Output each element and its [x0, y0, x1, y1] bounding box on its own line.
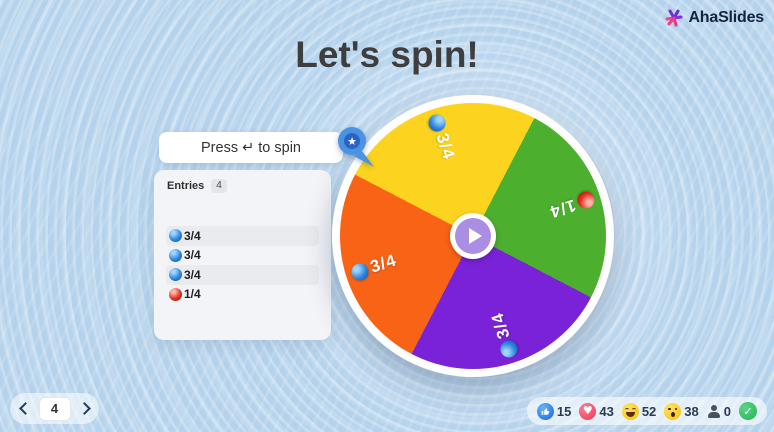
- press-to-spin-label: Press ↵ to spin: [201, 139, 301, 156]
- person-icon: [707, 404, 721, 419]
- spin-button[interactable]: [455, 218, 491, 254]
- check-icon: ✓: [739, 402, 757, 420]
- laughing-emoji-icon: [621, 402, 639, 420]
- play-icon: [468, 228, 482, 244]
- blue-ball-icon: [169, 229, 182, 243]
- thumbs-up-icon: [536, 402, 554, 420]
- entries-panel: Entries 4 3/4 3/4 3/4 1/4: [154, 170, 331, 340]
- entries-header: Entries 4: [154, 170, 331, 193]
- laugh-count: 52: [641, 403, 657, 419]
- reaction-heart[interactable]: ♥ 43: [579, 402, 614, 420]
- entry-row[interactable]: 3/4: [166, 226, 319, 246]
- reaction-wow[interactable]: 38: [664, 402, 699, 420]
- entry-label: 3/4: [184, 267, 201, 282]
- connection-status: ✓: [739, 402, 757, 420]
- brand: AhaSlides: [664, 8, 764, 28]
- surprised-emoji-icon: [664, 402, 682, 420]
- participants[interactable]: 0: [707, 404, 731, 419]
- entries-count-badge: 4: [211, 179, 227, 193]
- entry-label: 3/4: [184, 228, 201, 243]
- ahaslides-logo-icon: [665, 9, 683, 27]
- prev-slide-icon[interactable]: [18, 402, 32, 415]
- like-count: 15: [556, 403, 572, 419]
- participants-count: 0: [723, 403, 731, 419]
- blue-ball-icon: [169, 268, 182, 282]
- slide-pager: 4: [10, 393, 99, 424]
- wow-count: 38: [684, 403, 699, 419]
- entry-row[interactable]: 1/4: [166, 285, 319, 305]
- slide-title: Let's spin!: [295, 34, 479, 75]
- blue-ball-icon: [426, 112, 448, 134]
- entry-row[interactable]: 3/4: [166, 265, 319, 285]
- blue-ball-icon: [169, 248, 182, 262]
- entries-title: Entries: [167, 180, 205, 192]
- svg-text:★: ★: [347, 135, 357, 148]
- entry-row[interactable]: 3/4: [166, 246, 319, 266]
- red-ball-icon: [169, 287, 182, 301]
- entries-list: 3/4 3/4 3/4 1/4: [166, 226, 319, 304]
- heart-icon: ♥: [579, 402, 597, 420]
- brand-name: AhaSlides: [688, 9, 764, 26]
- press-to-spin-box[interactable]: Press ↵ to spin: [159, 132, 343, 163]
- entry-label: 1/4: [184, 287, 201, 302]
- current-slide-number[interactable]: 4: [38, 396, 71, 421]
- spinner-wheel[interactable]: 3/4 1/4 3/4 3/4: [332, 95, 614, 377]
- reactions-bar: 15 ♥ 43 52 38 0 ✓: [526, 397, 767, 425]
- heart-count: 43: [599, 403, 614, 419]
- entry-label: 3/4: [184, 248, 201, 263]
- wheel-pointer-icon: ★: [338, 127, 374, 167]
- reaction-like[interactable]: 15: [536, 402, 572, 420]
- reaction-laugh[interactable]: 52: [621, 402, 657, 420]
- next-slide-icon[interactable]: [77, 402, 91, 415]
